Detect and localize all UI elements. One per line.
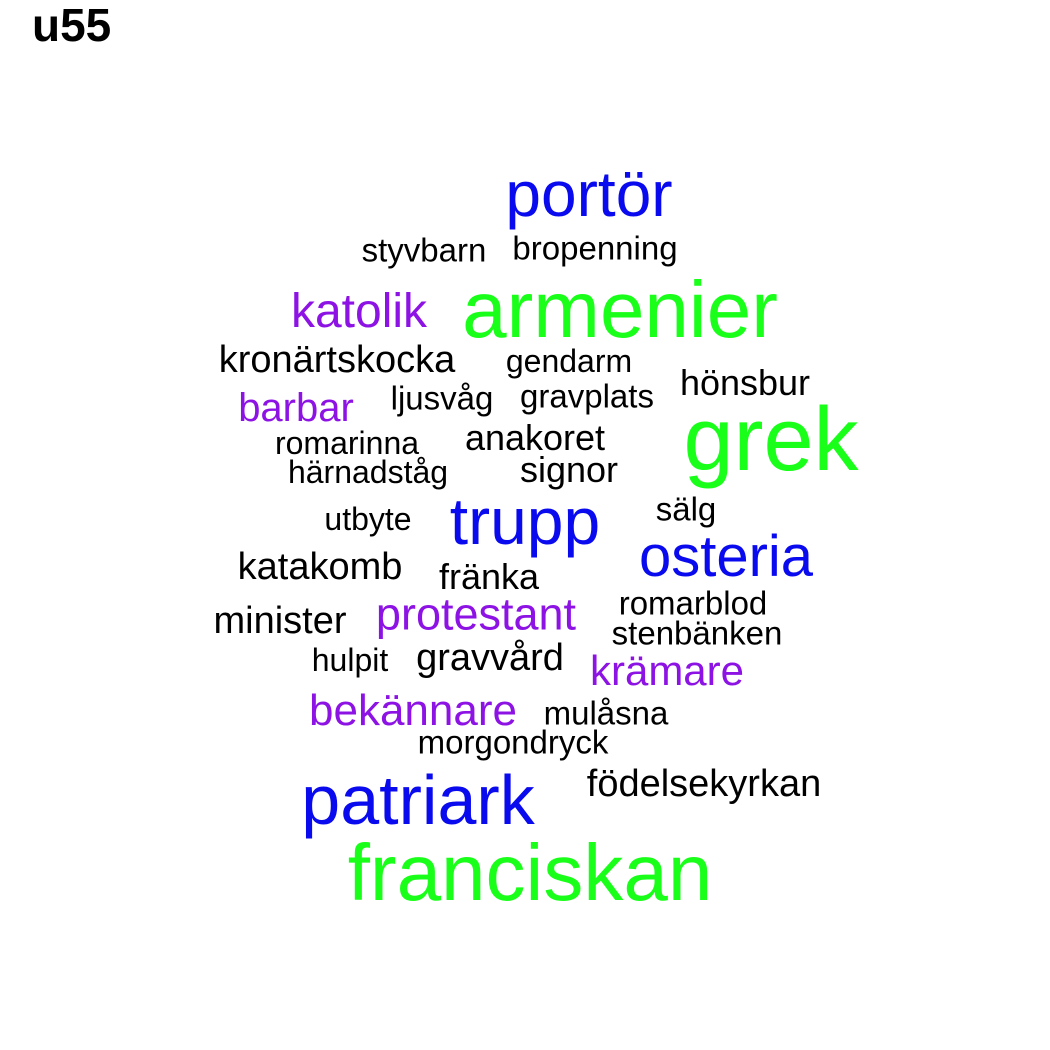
word-gendarm: gendarm xyxy=(505,343,633,379)
word-protestant: protestant xyxy=(375,588,577,640)
word-utbyte: utbyte xyxy=(324,501,412,537)
word-morgondryck: morgondryck xyxy=(417,723,609,761)
word-katolik: katolik xyxy=(290,285,428,338)
word-mulasna: mulåsna xyxy=(543,694,669,732)
word-katakomb: katakomb xyxy=(237,546,403,588)
word-armenier: armenier xyxy=(462,265,778,354)
word-gravvard: gravvård xyxy=(416,637,564,679)
cloud-title: u55 xyxy=(32,0,112,51)
word-bekannare: bekännare xyxy=(309,686,517,735)
word-kronartskocka: kronärtskocka xyxy=(218,339,456,381)
word-trupp: trupp xyxy=(449,484,601,558)
word-patriark: patriark xyxy=(301,761,535,839)
word-grek: grek xyxy=(683,390,859,490)
word-franciskan: franciskan xyxy=(347,828,713,917)
word-gravplats: gravplats xyxy=(520,377,654,415)
word-honsbur: hönsbur xyxy=(679,362,811,403)
word-romarblod: romarblod xyxy=(618,584,768,622)
word-portor: portör xyxy=(505,158,673,230)
word-kramare: krämare xyxy=(589,647,745,694)
word-osteria: osteria xyxy=(638,524,814,589)
word-hulpit: hulpit xyxy=(311,642,389,678)
word-salg: sälg xyxy=(655,490,717,528)
word-stenbanken: stenbänken xyxy=(611,614,783,652)
word-minister: minister xyxy=(213,600,347,642)
word-styvbarn: styvbarn xyxy=(361,231,487,269)
word-signor: signor xyxy=(519,449,619,490)
word-harnadstag: härnadståg xyxy=(287,454,449,490)
word-romarinna: romarinna xyxy=(274,425,420,461)
word-bropenning: bropenning xyxy=(512,229,678,267)
word-anakoret: anakoret xyxy=(464,417,606,458)
word-barbar: barbar xyxy=(238,386,354,430)
word-fodelsekyrkan: födelsekyrkan xyxy=(586,763,822,805)
word-franka: fränka xyxy=(438,556,540,597)
word-ljusvag: ljusvåg xyxy=(390,379,494,417)
